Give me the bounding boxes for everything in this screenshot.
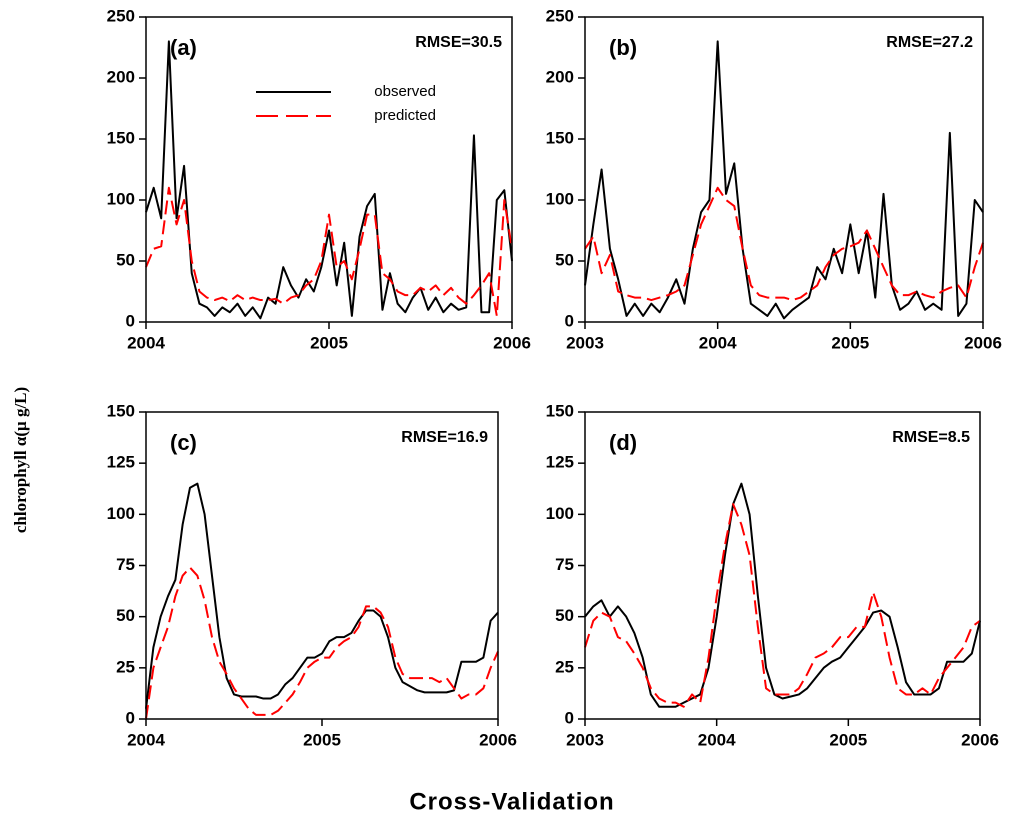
y-tick-label: 0: [126, 311, 135, 330]
annotation: RMSE=30.5: [415, 34, 502, 51]
y-tick-label: 0: [565, 311, 574, 330]
panel-label: (b): [609, 35, 637, 60]
y-tick-label: 100: [107, 504, 135, 523]
x-tick-label: 2004: [698, 730, 736, 749]
data-line: [145, 566, 499, 720]
panel-label: (a): [170, 35, 197, 60]
y-tick-label: 100: [546, 504, 574, 523]
y-tick-label: 150: [107, 401, 135, 420]
y-tick-label: 150: [107, 128, 135, 147]
x-tick-label: 2005: [829, 730, 867, 749]
x-tick-label: 2004: [127, 333, 165, 352]
data-line: [145, 186, 513, 317]
y-tick-label: 50: [555, 606, 574, 625]
x-axis-label: Cross-Validation: [409, 788, 614, 815]
x-tick-label: 2004: [127, 730, 165, 749]
x-tick-label: 2005: [310, 333, 348, 352]
y-tick-label: 75: [555, 555, 574, 574]
annotation: RMSE=16.9: [401, 429, 488, 446]
y-tick-label: 150: [546, 128, 574, 147]
data-line: [584, 503, 981, 708]
y-tick-label: 0: [565, 708, 574, 727]
data-line: [584, 40, 984, 320]
y-tick-label: 150: [546, 401, 574, 420]
legend-label: predicted: [374, 107, 436, 124]
x-tick-label: 2006: [961, 730, 999, 749]
y-tick-label: 200: [546, 67, 574, 86]
data-line: [584, 186, 984, 302]
y-tick-label: 250: [107, 6, 135, 25]
y-tick-label: 100: [107, 189, 135, 208]
x-tick-label: 2005: [831, 333, 869, 352]
plot-frame: [584, 411, 981, 720]
panel-label: (d): [609, 430, 637, 455]
y-tick-label: 25: [555, 657, 574, 676]
x-tick-label: 2003: [566, 730, 604, 749]
y-tick-label: 50: [116, 250, 135, 269]
x-tick-label: 2005: [303, 730, 341, 749]
y-axis-label: chlorophyll α(μ g/L): [11, 387, 30, 533]
x-tick-label: 2006: [479, 730, 517, 749]
data-line: [145, 482, 499, 709]
y-tick-label: 100: [546, 189, 574, 208]
plot-frame: [145, 16, 513, 323]
x-tick-label: 2006: [493, 333, 531, 352]
plot-frame: [145, 411, 499, 720]
x-tick-label: 2004: [699, 333, 737, 352]
y-tick-label: 0: [126, 708, 135, 727]
x-tick-label: 2006: [964, 333, 1002, 352]
y-tick-label: 50: [116, 606, 135, 625]
y-tick-label: 50: [555, 250, 574, 269]
legend-label: observed: [374, 83, 436, 100]
plot-frame: [584, 16, 984, 323]
y-tick-label: 125: [107, 453, 135, 472]
y-tick-label: 125: [546, 453, 574, 472]
panel-label: (c): [170, 430, 197, 455]
x-tick-label: 2003: [566, 333, 604, 352]
y-tick-label: 25: [116, 657, 135, 676]
y-tick-label: 250: [546, 6, 574, 25]
y-tick-label: 200: [107, 67, 135, 86]
data-line: [145, 40, 513, 320]
y-tick-label: 75: [116, 555, 135, 574]
annotation: RMSE=27.2: [886, 34, 973, 51]
data-line: [584, 482, 981, 708]
annotation: RMSE=8.5: [892, 429, 970, 446]
